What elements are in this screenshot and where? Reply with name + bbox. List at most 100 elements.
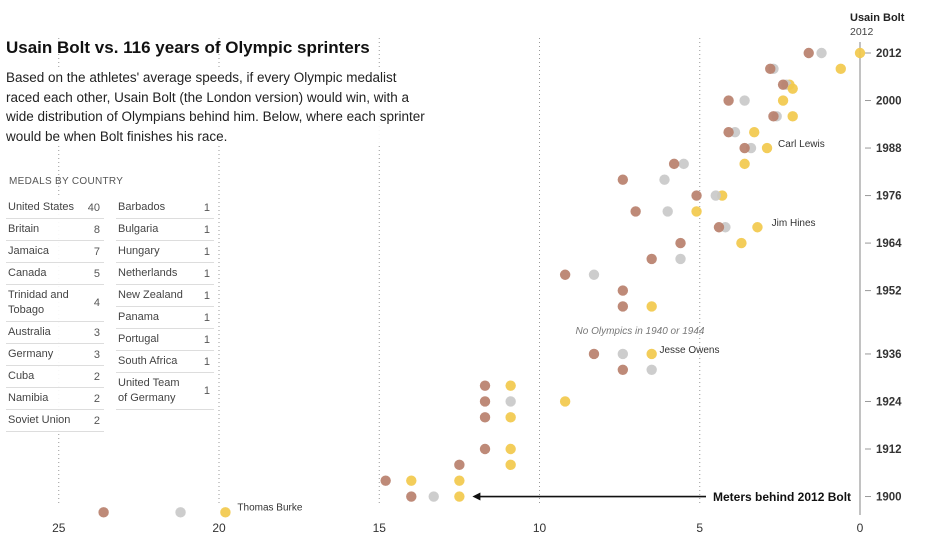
data-point-silver bbox=[662, 206, 673, 217]
data-point-bronze bbox=[803, 47, 814, 59]
x-tick-label: 20 bbox=[212, 521, 226, 535]
medals-heading: MEDALS BY COUNTRY bbox=[9, 176, 124, 187]
year-label: 1952 bbox=[876, 286, 902, 298]
data-point-gold bbox=[505, 380, 516, 391]
data-point-gold bbox=[505, 443, 516, 455]
data-point-gold bbox=[835, 63, 846, 75]
medal-row: South Africa 1 bbox=[116, 351, 214, 373]
medal-count: 1 bbox=[203, 245, 210, 258]
data-point-bronze bbox=[559, 269, 571, 280]
page-title: Usain Bolt vs. 116 years of Olympic spri… bbox=[6, 38, 370, 57]
medal-count: 2 bbox=[93, 392, 100, 405]
medal-row: Canada 5 bbox=[6, 263, 104, 285]
sprinter-annotation: Jesse Owens bbox=[659, 345, 719, 356]
medal-count: 3 bbox=[93, 348, 100, 361]
data-point-silver bbox=[678, 158, 689, 170]
medal-country: Hungary bbox=[118, 245, 160, 257]
data-point-bronze bbox=[617, 285, 629, 296]
data-point-bronze bbox=[479, 380, 491, 391]
x-tick-label: 0 bbox=[857, 521, 864, 535]
medal-country: Soviet Union bbox=[8, 414, 71, 426]
data-point-silver bbox=[675, 253, 686, 265]
medal-country: Jamaica bbox=[8, 245, 49, 257]
data-point-bronze bbox=[723, 127, 734, 138]
year-label: 1988 bbox=[876, 143, 902, 155]
medal-row: Trinidad and Tobago 4 bbox=[6, 285, 104, 322]
data-point-bronze bbox=[768, 111, 779, 122]
data-point-gold bbox=[787, 111, 798, 122]
medal-country: Germany bbox=[8, 348, 54, 360]
data-point-bronze bbox=[479, 412, 491, 423]
year-label: 1964 bbox=[876, 238, 902, 250]
medal-row: Australia 3 bbox=[6, 322, 104, 344]
medal-country: Netherlands bbox=[118, 267, 178, 279]
x-tick-label: 15 bbox=[373, 521, 387, 535]
data-point-gold bbox=[736, 237, 747, 249]
medal-country: Britain bbox=[8, 223, 40, 235]
sprinter-annotation: Carl Lewis bbox=[778, 139, 825, 150]
data-point-gold bbox=[691, 206, 702, 217]
medal-count: 1 bbox=[203, 355, 210, 368]
data-point-bronze bbox=[617, 174, 629, 185]
year-label: 2000 bbox=[876, 96, 902, 108]
medal-row: Cuba 2 bbox=[6, 366, 104, 388]
medal-row: United States 40 bbox=[6, 197, 104, 219]
data-point-gold bbox=[749, 127, 760, 138]
data-point-bronze bbox=[723, 95, 734, 106]
medal-count: 3 bbox=[93, 326, 100, 339]
medal-count: 7 bbox=[93, 245, 100, 258]
data-point-silver bbox=[739, 95, 750, 106]
bolt-year: 2012 bbox=[850, 26, 874, 38]
year-label: 1936 bbox=[876, 349, 902, 361]
medal-count: 4 bbox=[93, 297, 100, 309]
data-point-gold bbox=[752, 222, 763, 233]
medal-count: 1 bbox=[203, 333, 210, 346]
year-label: 1924 bbox=[876, 396, 902, 408]
year-label: 1976 bbox=[876, 191, 902, 203]
data-point-bronze bbox=[479, 396, 491, 407]
medal-row: Barbados 1 bbox=[116, 197, 214, 219]
data-point-gold bbox=[220, 507, 231, 518]
data-point-silver bbox=[659, 174, 670, 185]
medal-count: 8 bbox=[93, 223, 100, 236]
data-point-bronze bbox=[479, 443, 491, 455]
medal-count: 1 bbox=[203, 289, 210, 302]
data-point-gold bbox=[777, 95, 789, 106]
medal-country: Portugal bbox=[118, 333, 159, 345]
arrow-head bbox=[472, 492, 481, 501]
bolt-label: Usain Bolt bbox=[850, 12, 905, 24]
medal-row: Netherlands 1 bbox=[116, 263, 214, 285]
medal-country: Canada bbox=[8, 267, 47, 279]
year-label: 1912 bbox=[876, 444, 902, 456]
medal-row: Soviet Union 2 bbox=[6, 410, 104, 432]
data-point-bronze bbox=[691, 190, 702, 201]
data-point-bronze bbox=[588, 348, 600, 360]
medal-country: Bulgaria bbox=[118, 223, 159, 235]
x-tick-label: 25 bbox=[52, 521, 66, 535]
data-point-bronze bbox=[406, 491, 417, 502]
data-point-gold bbox=[454, 475, 465, 486]
data-point-gold bbox=[559, 396, 571, 407]
medal-count: 5 bbox=[93, 267, 100, 280]
data-point-silver bbox=[428, 491, 439, 502]
medal-country: New Zealand bbox=[118, 289, 183, 301]
data-point-gold bbox=[406, 475, 417, 486]
data-point-silver bbox=[175, 507, 186, 518]
x-tick-label: 5 bbox=[696, 521, 703, 535]
data-point-silver bbox=[816, 47, 827, 59]
data-point-bronze bbox=[765, 63, 776, 75]
year-label: 2012 bbox=[876, 48, 902, 60]
medal-count: 1 bbox=[203, 311, 210, 324]
sprinter-annotation: Jim Hines bbox=[772, 218, 816, 229]
medal-country: Cuba bbox=[8, 370, 35, 382]
medal-row: Jamaica 7 bbox=[6, 241, 104, 263]
data-point-gold bbox=[787, 83, 798, 94]
data-point-bronze bbox=[646, 253, 657, 265]
medal-row: New Zealand 1 bbox=[116, 285, 214, 307]
medal-count: 2 bbox=[93, 370, 100, 383]
medal-row: Namibia 2 bbox=[6, 388, 104, 410]
medal-country: United Team of Germany bbox=[118, 377, 180, 404]
data-point-bronze bbox=[630, 206, 641, 217]
medal-country: Namibia bbox=[8, 392, 49, 404]
